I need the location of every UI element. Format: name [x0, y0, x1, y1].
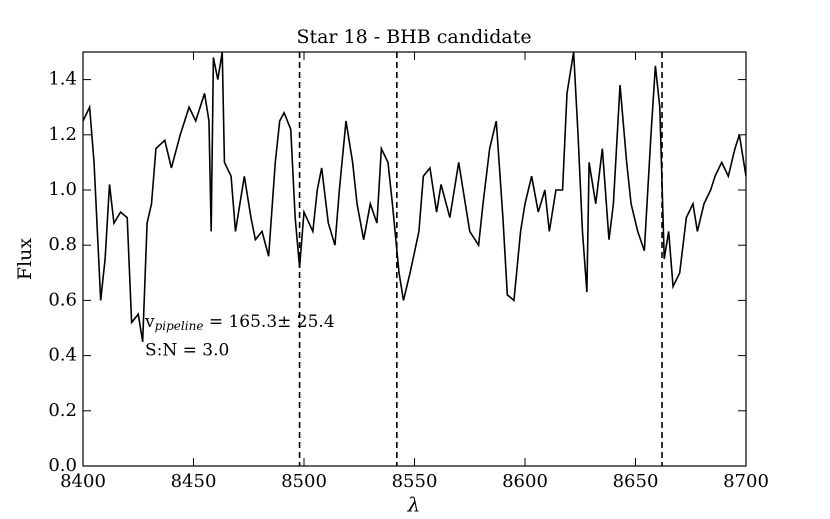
y-tick-label: 1.0 [48, 179, 77, 200]
y-tick-label: 0.4 [48, 345, 77, 366]
x-tick-label: 8650 [613, 471, 659, 492]
y-tick-label: 1.2 [48, 124, 77, 145]
y-tick-label: 0.2 [48, 400, 77, 421]
chart-title: Star 18 - BHB candidate [296, 26, 531, 48]
x-tick-label: 8500 [281, 471, 327, 492]
annotation: vpipeline = 165.3± 25.4 [144, 312, 335, 333]
y-tick-label: 0.8 [48, 234, 77, 255]
y-tick-label: 0.6 [48, 289, 77, 310]
spectrum-line [83, 52, 746, 342]
x-tick-label: 8550 [392, 471, 438, 492]
annotation-subscript: pipeline [155, 319, 204, 333]
y-tick-label: 1.4 [48, 69, 77, 90]
y-tick-label: 0.0 [48, 455, 77, 476]
x-tick-label: 8400 [60, 471, 106, 492]
plot-frame [82, 51, 747, 467]
x-tick-label: 8700 [723, 471, 769, 492]
x-tick-label: 8600 [502, 471, 548, 492]
x-axis-label: λ [407, 493, 421, 517]
annotation-text: v [144, 312, 155, 332]
y-axis-label: Flux [14, 238, 36, 280]
annotation: S:N = 3.0 [145, 341, 229, 361]
annotation-text: = 165.3± 25.4 [203, 312, 334, 332]
x-tick-label: 8450 [171, 471, 217, 492]
